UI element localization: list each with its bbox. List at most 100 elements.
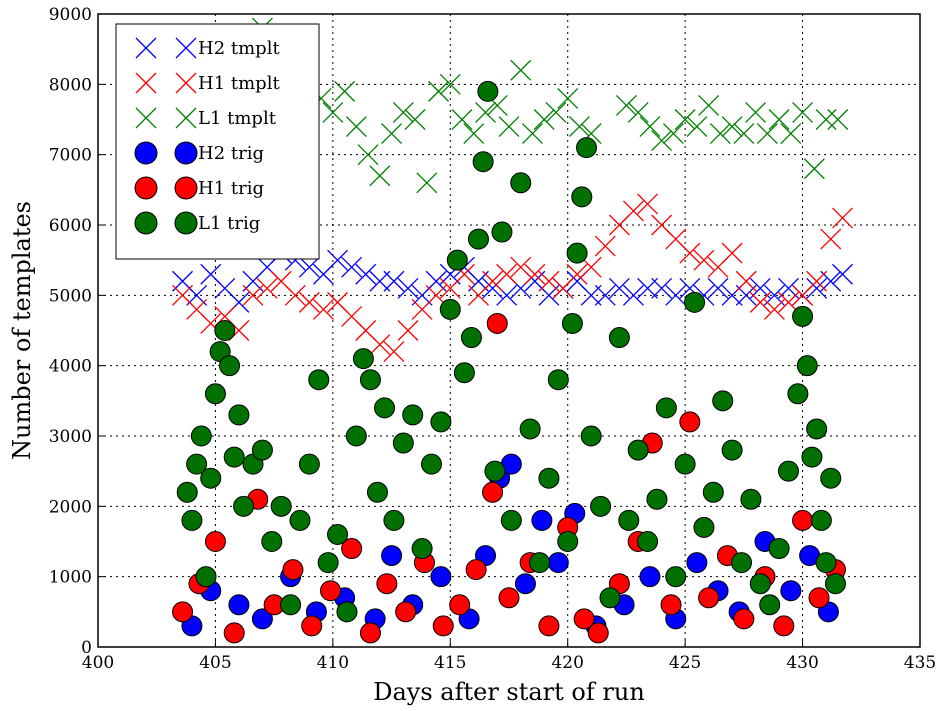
legend-label: H1 trig (198, 178, 264, 199)
trig-point (251, 608, 273, 630)
tmplt-point (820, 228, 842, 250)
legend-label: L1 trig (198, 213, 260, 234)
tmplt-point (416, 172, 438, 194)
data-points (172, 17, 853, 644)
trig-point (261, 531, 283, 552)
tmplt-point (496, 263, 518, 285)
trig-point (465, 559, 487, 581)
series-1 (172, 193, 853, 363)
tmplt-point (594, 235, 616, 257)
tmplt-point (721, 116, 743, 137)
plot-frame (97, 13, 921, 648)
trig-point (336, 601, 358, 623)
tmplt-point (709, 123, 731, 145)
trig-point (529, 552, 551, 574)
y-tick-label: 9000 (49, 5, 92, 25)
trig-point (204, 383, 226, 405)
x-tick-label: 430 (786, 653, 818, 673)
trig-point (359, 369, 381, 391)
trig-point (590, 495, 612, 517)
trig-point (576, 137, 598, 159)
trig-point (233, 495, 255, 517)
trig-point (538, 615, 560, 637)
trig-point (712, 390, 734, 412)
trig-point (181, 509, 203, 531)
y-tick-label: 2000 (49, 497, 92, 517)
trig-point (618, 509, 640, 531)
tmplt-point (475, 102, 496, 123)
tmplt-point (381, 123, 403, 145)
tmplt-point (780, 123, 802, 145)
trig-point (228, 594, 250, 616)
trig-point (731, 552, 753, 574)
tmplt-point (806, 270, 828, 292)
tmplt-point (662, 123, 684, 145)
trig-point (519, 418, 541, 440)
tmplt-point (298, 256, 320, 278)
trig-point (251, 439, 273, 461)
tmplt-point (256, 277, 278, 299)
trig-point (808, 587, 830, 609)
trig-point (547, 369, 569, 391)
trig-point (472, 151, 494, 173)
trig-point (768, 538, 790, 560)
trig-point (420, 453, 442, 475)
trig-point (684, 291, 706, 313)
trig-point (204, 531, 226, 552)
tmplt-point (522, 123, 543, 145)
tmplt-point (639, 116, 661, 137)
tmplt-point (355, 263, 377, 285)
legend-marker (135, 72, 157, 94)
trig-point (352, 348, 374, 370)
tmplt-point (341, 256, 363, 278)
tmplt-point (832, 207, 853, 229)
trig-point (780, 580, 802, 602)
tmplt-point (832, 263, 853, 285)
tmplt-point (334, 80, 356, 102)
x-tick-label: 400 (82, 653, 114, 673)
trig-point (810, 509, 832, 531)
tmplt-point (482, 270, 504, 292)
legend-marker (175, 107, 197, 129)
tmplt-point (623, 200, 644, 222)
x-tick-label: 405 (199, 653, 231, 673)
trig-point (430, 411, 452, 433)
tmplt-point (313, 298, 334, 320)
tmplt-point (557, 87, 579, 109)
trig-point (223, 446, 245, 468)
trig-point (693, 516, 715, 538)
tmplt-point (383, 270, 405, 292)
tmplt-point (439, 73, 461, 95)
tmplt-point (383, 341, 405, 363)
legend-label: H2 trig (198, 143, 264, 164)
trig-point (571, 186, 593, 208)
trig-point (270, 495, 292, 517)
y-tick-label: 1000 (49, 568, 92, 588)
legend-label: H1 tmplt (198, 73, 280, 94)
tmplt-point (637, 193, 659, 215)
legend-label: H2 tmplt (198, 38, 280, 59)
tmplt-point (651, 277, 673, 299)
tmplt-point (745, 102, 767, 123)
trig-point (698, 587, 720, 609)
trig-point (608, 327, 630, 349)
legend-marker (174, 176, 198, 200)
trig-point (557, 531, 579, 552)
legend-marker (134, 176, 158, 200)
x-tick-label: 425 (669, 653, 701, 673)
trig-point (815, 552, 837, 574)
trig-point (301, 615, 323, 637)
tmplt-point (298, 291, 320, 313)
trig-point (796, 355, 818, 377)
trig-point (186, 453, 208, 475)
legend-marker (134, 211, 158, 235)
trig-point (627, 439, 649, 461)
trig-point (674, 453, 696, 475)
tmplt-point (615, 94, 637, 116)
tmplt-point (665, 284, 687, 306)
tmplt-point (242, 284, 264, 306)
trig-point (228, 404, 250, 426)
trig-point (702, 481, 724, 503)
trig-point (679, 411, 701, 433)
legend-marker (135, 37, 157, 59)
